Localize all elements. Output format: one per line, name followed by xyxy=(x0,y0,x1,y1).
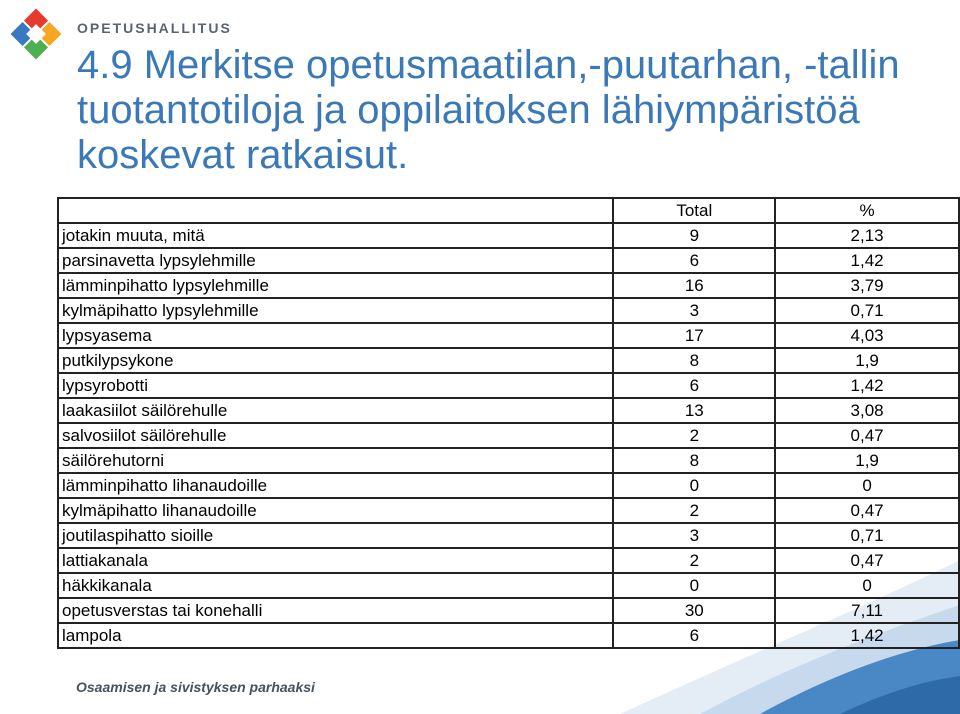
row-label: joutilaspihatto sioille xyxy=(56,522,615,549)
row-percent: 0,71 xyxy=(774,297,960,324)
row-label: salvosiilot säilörehulle xyxy=(56,422,615,449)
table-row: laakasiilot säilörehulle 13 3,08 xyxy=(56,397,960,424)
footer-slogan: Osaamisen ja sivistyksen parhaaksi xyxy=(76,679,315,695)
table-row: kylmäpihatto lypsylehmille 3 0,71 xyxy=(56,297,960,324)
row-percent: 0,47 xyxy=(774,422,960,449)
row-total: 9 xyxy=(612,222,777,249)
table-row: lämminpihatto lihanaudoille 0 0 xyxy=(56,472,960,499)
row-percent: 0 xyxy=(774,572,960,599)
row-total: 13 xyxy=(612,397,777,424)
table-row: lypsyasema 17 4,03 xyxy=(56,322,960,349)
row-percent: 0 xyxy=(774,472,960,499)
row-total: 3 xyxy=(612,297,777,324)
row-percent: 7,11 xyxy=(774,597,960,624)
row-label: lypsyrobotti xyxy=(56,372,615,399)
row-percent: 0,47 xyxy=(774,497,960,524)
row-percent: 3,79 xyxy=(774,272,960,299)
row-total: 3 xyxy=(612,522,777,549)
row-total: 2 xyxy=(612,547,777,574)
row-total: 8 xyxy=(612,447,777,474)
page-title: 4.9 Merkitse opetusmaatilan,-puutarhan, … xyxy=(77,43,900,177)
column-header-label xyxy=(56,197,615,224)
row-total: 6 xyxy=(612,247,777,274)
table-row: lampola 6 1,42 xyxy=(56,622,960,649)
row-percent: 1,42 xyxy=(774,372,960,399)
row-label: parsinavetta lypsylehmille xyxy=(56,247,615,274)
row-total: 30 xyxy=(612,597,777,624)
table-row: säilörehutorni 8 1,9 xyxy=(56,447,960,474)
row-percent: 3,08 xyxy=(774,397,960,424)
row-total: 16 xyxy=(612,272,777,299)
row-label: kylmäpihatto lypsylehmille xyxy=(56,297,615,324)
row-total: 0 xyxy=(612,472,777,499)
row-total: 6 xyxy=(612,372,777,399)
row-percent: 1,9 xyxy=(774,347,960,374)
table-row: jotakin muuta, mitä 9 2,13 xyxy=(56,222,960,249)
row-label: lämminpihatto lihanaudoille xyxy=(56,472,615,499)
org-name: OPETUSHALLITUS xyxy=(77,20,232,36)
column-header-percent: % xyxy=(774,197,960,224)
row-label: lämminpihatto lypsylehmille xyxy=(56,272,615,299)
table-row: salvosiilot säilörehulle 2 0,47 xyxy=(56,422,960,449)
table-header-row: Total % xyxy=(56,197,960,224)
table-row: kylmäpihatto lihanaudoille 2 0,47 xyxy=(56,497,960,524)
row-label: jotakin muuta, mitä xyxy=(56,222,615,249)
column-header-total: Total xyxy=(612,197,777,224)
row-label: opetusverstas tai konehalli xyxy=(56,597,615,624)
table-row: häkkikanala 0 0 xyxy=(56,572,960,599)
row-percent: 2,13 xyxy=(774,222,960,249)
table-row: joutilaspihatto sioille 3 0,71 xyxy=(56,522,960,549)
table-row: opetusverstas tai konehalli 30 7,11 xyxy=(56,597,960,624)
row-label: putkilypsykone xyxy=(56,347,615,374)
row-percent: 0,47 xyxy=(774,547,960,574)
row-total: 2 xyxy=(612,497,777,524)
row-percent: 1,42 xyxy=(774,247,960,274)
row-total: 6 xyxy=(612,622,777,649)
row-label: laakasiilot säilörehulle xyxy=(56,397,615,424)
table-row: putkilypsykone 8 1,9 xyxy=(56,347,960,374)
table-row: lypsyrobotti 6 1,42 xyxy=(56,372,960,399)
table-row: lattiakanala 2 0,47 xyxy=(56,547,960,574)
row-total: 17 xyxy=(612,322,777,349)
row-total: 2 xyxy=(612,422,777,449)
row-label: lattiakanala xyxy=(56,547,615,574)
table-row: lämminpihatto lypsylehmille 16 3,79 xyxy=(56,272,960,299)
row-label: säilörehutorni xyxy=(56,447,615,474)
row-percent: 1,9 xyxy=(774,447,960,474)
row-percent: 1,42 xyxy=(774,622,960,649)
row-label: lypsyasema xyxy=(56,322,615,349)
table-row: parsinavetta lypsylehmille 6 1,42 xyxy=(56,247,960,274)
row-percent: 4,03 xyxy=(774,322,960,349)
row-label: häkkikanala xyxy=(56,572,615,599)
opetushallitus-logo-icon xyxy=(10,8,62,60)
results-table: Total % jotakin muuta, mitä 9 2,13 parsinav… xyxy=(56,197,960,649)
row-total: 8 xyxy=(612,347,777,374)
row-percent: 0,71 xyxy=(774,522,960,549)
row-total: 0 xyxy=(612,572,777,599)
row-label: lampola xyxy=(56,622,615,649)
row-label: kylmäpihatto lihanaudoille xyxy=(56,497,615,524)
